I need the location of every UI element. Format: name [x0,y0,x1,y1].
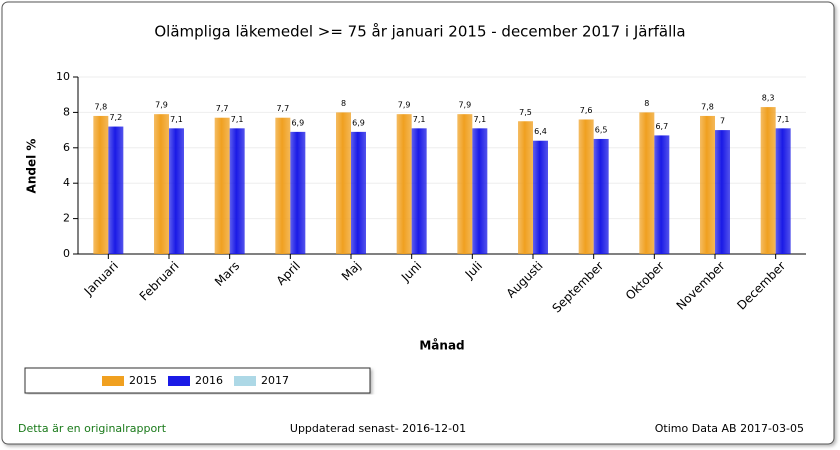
bar [472,128,488,254]
value-label: 7 [720,117,725,126]
value-label: 7,1 [473,115,486,124]
y-axis-label: Andel % [25,139,39,194]
bar [715,130,730,254]
value-label: 7,7 [216,104,229,113]
value-label: 6,7 [655,122,668,131]
legend-swatch [168,376,190,386]
value-label: 6,4 [534,127,547,136]
value-label: 6,9 [291,118,304,127]
bar [518,121,533,254]
value-label: 7,5 [519,108,532,117]
bar [457,114,473,254]
value-label: 8,3 [762,94,775,103]
value-label: 7,8 [701,102,714,111]
bar [639,112,655,255]
value-label: 7,1 [231,115,244,124]
bar [411,128,427,254]
y-tick-label: 2 [63,212,70,225]
bar [654,135,670,254]
y-tick-label: 6 [63,141,70,154]
bar [169,128,184,254]
value-label: 7,2 [109,113,122,122]
value-label: 7,1 [413,115,426,124]
bar [290,131,306,254]
bar [533,140,548,254]
bar [593,138,609,254]
y-tick-label: 0 [63,247,70,260]
footer-right: Otimo Data AB 2017-03-05 [655,422,804,435]
value-label: 7,1 [777,115,790,124]
bar [214,117,230,255]
bar [760,107,776,254]
bar [396,114,412,254]
legend-swatch [102,376,124,386]
footer-left: Detta är en originalrapport [18,422,167,435]
value-label: 6,9 [352,118,365,127]
bar [336,112,351,255]
bar [578,119,594,254]
legend-label: 2017 [261,374,289,387]
bar [275,117,291,255]
legend-box [24,367,371,394]
y-tick-label: 10 [56,70,70,83]
y-tick-label: 4 [63,176,70,189]
x-axis-label: Månad [419,339,464,353]
legend-swatch [234,376,256,386]
value-label: 6,5 [595,125,608,134]
value-label: 7,9 [155,101,168,110]
bar [700,115,715,254]
value-label: 7,9 [398,101,411,110]
footer-center: Uppdaterad senast- 2016-12-01 [290,422,466,435]
value-label: 7,6 [580,106,593,115]
bar [351,131,366,254]
value-label: 7,9 [458,101,471,110]
legend-label: 2015 [129,374,157,387]
value-label: 7,1 [170,115,183,124]
bar [93,115,109,254]
bar [229,128,245,254]
value-label: 7,7 [276,104,289,113]
legend-label: 2016 [195,374,223,387]
y-tick-label: 8 [63,105,70,118]
value-label: 8 [644,99,649,108]
bar [775,128,791,254]
chart-title: Olämpliga läkemedel >= 75 år januari 201… [154,23,685,41]
value-label: 8 [341,99,346,108]
bar [108,126,124,254]
bar [154,114,169,254]
value-label: 7,8 [94,102,107,111]
